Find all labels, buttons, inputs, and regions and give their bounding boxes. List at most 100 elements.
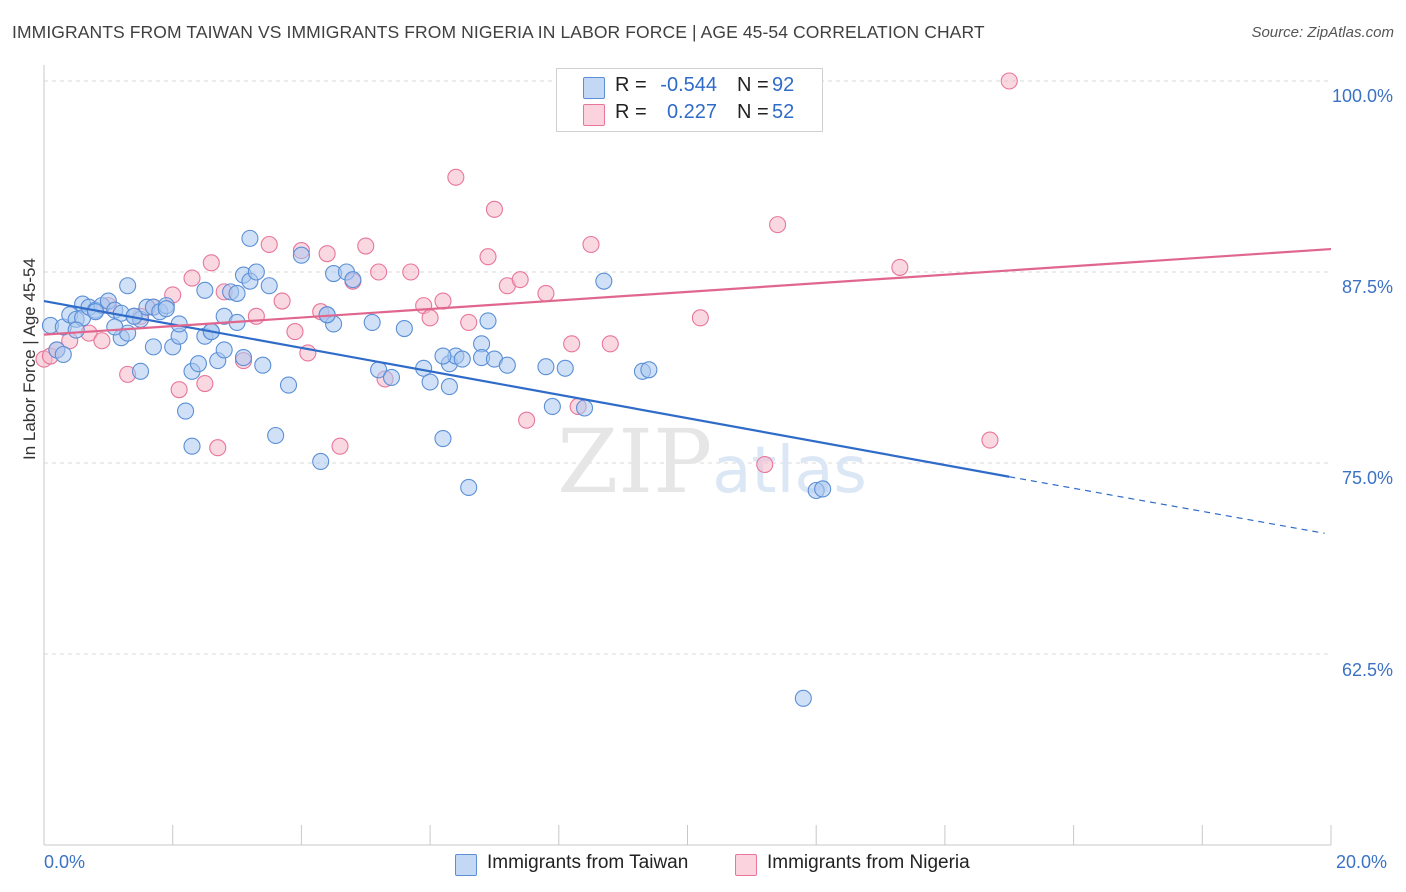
nigeria-point	[511, 271, 529, 289]
nigeria-swatch	[735, 854, 757, 876]
legend-label: Immigrants from Nigeria	[767, 852, 970, 873]
taiwan-point	[382, 368, 401, 386]
series-legend: Immigrants from Taiwan Immigrants from N…	[0, 852, 1406, 876]
taiwan-point	[543, 397, 561, 416]
y-tick-label: 100.0%	[1331, 86, 1393, 106]
x-tick-label: 20.0%	[1336, 852, 1388, 872]
taiwan-point	[189, 355, 207, 373]
taiwan-point	[440, 378, 458, 396]
taiwan-point	[67, 321, 85, 339]
axes	[43, 65, 1332, 846]
nigeria-point	[318, 245, 336, 263]
watermark-atlas: atlas	[712, 434, 867, 508]
taiwan-point	[498, 356, 516, 374]
nigeria-trend-line	[43, 247, 1332, 336]
source-label: Source: ZipAtlas.com	[1251, 24, 1394, 41]
y-tick-label: 62.5%	[1341, 660, 1393, 680]
taiwan-point	[421, 373, 439, 391]
nigeria-point	[370, 263, 388, 281]
taiwan-point	[228, 284, 246, 302]
taiwan-point	[260, 277, 278, 295]
taiwan-point	[177, 402, 195, 420]
taiwan-point	[119, 277, 137, 295]
nigeria-point	[563, 335, 581, 353]
nigeria-point	[260, 235, 278, 254]
taiwan-point	[556, 359, 574, 377]
nigeria-point	[434, 292, 452, 310]
x-tick-label: 0.0%	[44, 852, 86, 872]
nigeria-point	[460, 313, 478, 331]
nigeria-point	[518, 411, 536, 429]
taiwan-point	[537, 358, 555, 376]
taiwan-point	[434, 347, 452, 365]
taiwan-point	[595, 272, 613, 290]
taiwan-point	[241, 229, 259, 247]
taiwan-point	[292, 246, 310, 264]
taiwan-swatch	[583, 77, 605, 99]
legend-label: Immigrants from Taiwan	[487, 852, 689, 873]
nigeria-point	[582, 235, 600, 254]
nigeria-point	[286, 323, 304, 341]
nigeria-point	[202, 254, 220, 272]
n-label: N =	[737, 101, 769, 123]
nigeria-point	[1000, 72, 1018, 90]
nigeria-swatch	[583, 104, 605, 126]
taiwan-point	[131, 362, 150, 380]
taiwan-point	[814, 480, 832, 498]
y-tick-label: 87.5%	[1341, 277, 1393, 297]
r-label: R =	[615, 74, 647, 96]
taiwan-point	[234, 349, 253, 367]
nigeria-point	[601, 335, 619, 353]
nigeria-point	[357, 237, 375, 255]
taiwan-point	[157, 300, 175, 318]
regression-lines	[43, 247, 1332, 534]
nigeria-point	[479, 248, 497, 266]
taiwan-point	[344, 271, 362, 289]
taiwan-point	[460, 478, 478, 496]
nigeria-point	[891, 258, 909, 276]
nigeria-point	[421, 309, 439, 327]
taiwan-point	[54, 345, 72, 364]
n-label: N =	[737, 74, 769, 96]
taiwan-point	[395, 319, 413, 338]
taiwan-point	[479, 312, 497, 330]
taiwan-point	[794, 689, 812, 707]
n-value: 52	[772, 101, 795, 123]
r-value: 0.227	[666, 101, 717, 123]
taiwan-point	[363, 313, 381, 331]
nigeria-point	[209, 439, 227, 457]
nigeria-point	[447, 168, 465, 186]
nigeria-point	[273, 292, 291, 310]
taiwan-point	[640, 361, 658, 379]
taiwan-point	[183, 437, 201, 455]
stats-row-taiwan: R = -0.544 N = 92	[557, 74, 822, 100]
taiwan-trend-line	[43, 299, 1010, 478]
taiwan-point	[575, 399, 594, 417]
taiwan-point	[254, 356, 272, 374]
taiwan-points	[41, 229, 832, 707]
nigeria-point	[691, 309, 709, 327]
grid-lines	[44, 80, 1331, 655]
taiwan-trend-extension	[1009, 476, 1325, 534]
taiwan-point	[215, 341, 233, 359]
nigeria-point	[981, 431, 999, 449]
nigeria-point	[93, 332, 111, 350]
taiwan-point	[144, 338, 162, 356]
stats-legend: R = -0.544 N = 92 R = 0.227 N = 52	[556, 68, 823, 132]
r-label: R =	[615, 101, 647, 123]
r-value: -0.544	[660, 74, 717, 96]
stats-row-nigeria: R = 0.227 N = 52	[557, 101, 822, 127]
taiwan-point	[106, 318, 124, 336]
y-tick-label: 75.0%	[1341, 468, 1393, 488]
taiwan-point	[267, 426, 285, 445]
nigeria-point	[402, 263, 420, 281]
taiwan-point	[434, 430, 452, 448]
nigeria-point	[331, 437, 349, 455]
nigeria-point	[485, 200, 504, 218]
chart-title: IMMIGRANTS FROM TAIWAN VS IMMIGRANTS FRO…	[12, 22, 985, 42]
taiwan-point	[196, 281, 214, 299]
nigeria-point	[769, 216, 787, 234]
nigeria-point	[537, 284, 555, 302]
taiwan-point	[247, 263, 265, 281]
